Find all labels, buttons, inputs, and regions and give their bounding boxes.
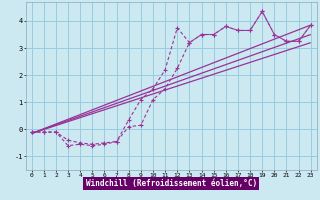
X-axis label: Windchill (Refroidissement éolien,°C): Windchill (Refroidissement éolien,°C) xyxy=(86,179,257,188)
